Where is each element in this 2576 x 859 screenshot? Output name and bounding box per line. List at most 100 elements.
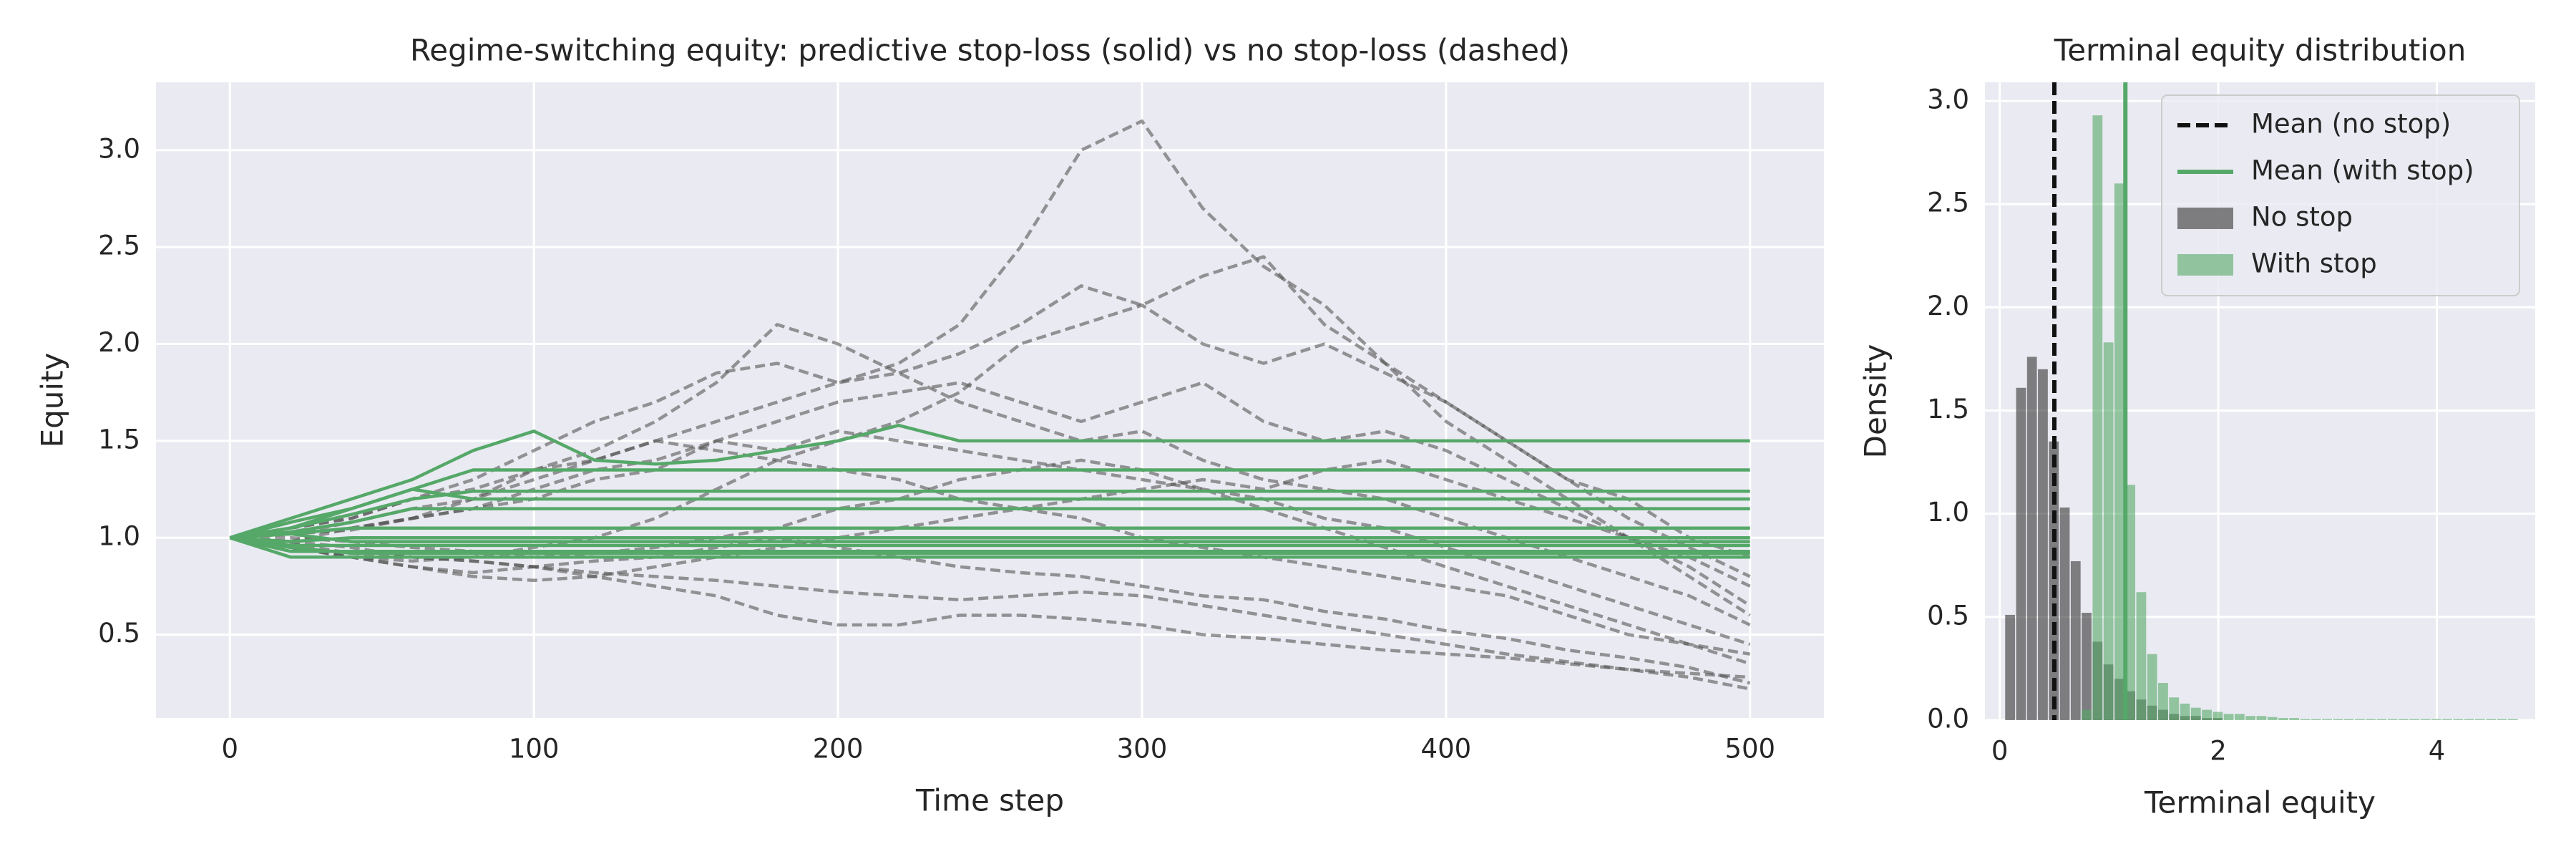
y-tick-label: 1.0 [98,521,140,552]
x-tick-label: 100 [509,734,560,765]
histogram-bar [2442,719,2452,720]
x-tick-label: 4 [2429,736,2446,767]
histogram-bar [2038,369,2048,720]
y-tick-label: 1.0 [1927,497,1969,528]
legend-label: Mean (with stop) [2251,155,2474,186]
line-series [229,489,1750,540]
histogram-bar [2453,719,2464,720]
histogram-bar [2474,719,2485,720]
histogram-bar [2300,719,2311,720]
histogram-bar [2136,592,2147,720]
histogram-bar [2114,183,2124,720]
histogram-bar [2431,719,2441,720]
histogram-bar [2223,714,2234,720]
y-tick-label: 2.0 [1927,291,1969,321]
legend-swatch [2177,208,2233,229]
histogram-bar [2333,719,2343,720]
histogram-bar [2234,714,2245,720]
histogram-bar [2354,719,2365,720]
histogram-bar [2082,709,2092,720]
histogram-bar [2202,709,2212,720]
line-series [229,535,1750,679]
histogram-bar [2092,115,2103,720]
x-axis-label: Terminal equity [2144,785,2376,820]
y-tick-label: 0.5 [1927,600,1969,631]
histogram-bar [2190,707,2201,720]
histogram-bar [2256,716,2267,720]
histogram-bar [2082,613,2092,720]
line-series [230,535,1750,548]
histogram-bar [2103,342,2114,720]
histogram-bar [2026,356,2037,720]
x-tick-label: 0 [221,734,238,765]
legend-label: No stop [2251,202,2353,233]
legend-label: Mean (no stop) [2251,109,2451,140]
x-tick-label: 500 [1724,734,1775,765]
line-series [229,458,1751,588]
histogram-bar [2399,719,2409,720]
line-series [229,487,1750,540]
line-series [229,439,1751,656]
line-series [229,304,1751,563]
histogram-bar [2464,719,2474,720]
y-tick-label: 2.5 [1927,188,1969,218]
histogram-bar [2245,716,2256,720]
y-tick-label: 3.0 [98,133,140,164]
line-series [230,430,1751,646]
x-tick-label: 0 [1991,736,2009,767]
y-tick-label: 1.5 [98,424,140,455]
chart-title: Terminal equity distribution [2054,33,2467,68]
y-tick-label: 1.5 [1927,394,1969,424]
histogram-bar [2322,719,2332,720]
histogram-bar [2486,719,2497,720]
histogram-bar [2376,719,2387,720]
histogram-bar [2387,719,2398,720]
histogram-bar [2059,508,2070,720]
y-tick-label: 3.0 [1927,84,1969,115]
legend-label: With stop [2251,248,2377,279]
y-tick-label: 2.0 [98,327,140,358]
histogram-bar [2409,719,2420,720]
histogram-bar [2343,719,2354,720]
histogram-bar [2005,614,2016,720]
line-series [230,323,1751,627]
plot-area [229,119,1751,691]
line-series [230,381,1751,607]
x-tick-label: 2 [2210,736,2227,767]
histogram-bar [2267,717,2278,720]
histogram-bar [2212,712,2223,720]
x-tick-label: 400 [1421,734,1472,765]
line-series [230,458,1751,666]
histogram-bar [2147,654,2157,720]
x-tick-label: 200 [813,734,864,765]
line-series [229,423,1750,540]
x-tick-label: 300 [1117,734,1168,765]
line-series [230,535,1751,685]
x-axis-label: Time step [915,783,1064,818]
line-series [229,535,1750,555]
histogram-bar [2158,683,2168,720]
line-series [230,535,1750,543]
line-series [229,468,1750,540]
y-axis-label: Equity [35,353,70,448]
chart-title: Regime-switching equity: predictive stop… [410,33,1570,68]
histogram-bar [2366,719,2376,720]
histogram-bar [2289,718,2300,720]
histogram-bar [2125,485,2136,720]
y-tick-label: 0.5 [98,618,140,649]
line-series [229,119,1751,617]
histogram-bar [2016,387,2026,720]
histogram-bar [2507,719,2518,720]
line-series [229,536,1750,553]
histogram-bar [2180,703,2190,720]
histogram-bar [2497,719,2507,720]
line-series [229,536,1750,559]
y-tick-label: 2.5 [98,230,140,261]
histogram-bar [2278,718,2288,720]
line-series [230,507,1750,540]
legend-swatch [2177,254,2233,276]
plot-area [2005,82,2518,720]
histogram-bar [2420,719,2431,720]
